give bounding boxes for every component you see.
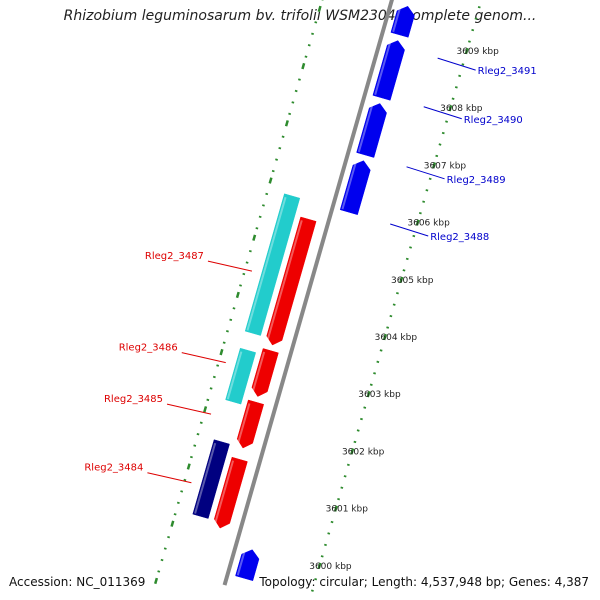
cyan-feature-box <box>244 193 301 336</box>
forward-gene-arrow <box>390 5 415 38</box>
forward-gene-arrow <box>235 549 260 582</box>
tick-mark-inner <box>301 62 306 70</box>
forward-gene-label: Rleg2_3491 <box>478 66 537 77</box>
forward-gene-leader <box>390 223 429 237</box>
scale-label: 3602 kbp <box>342 447 385 457</box>
reverse-gene-arrow <box>236 399 265 449</box>
scale-label: 3600 kbp <box>309 562 352 572</box>
reverse-gene-leader <box>166 403 212 415</box>
navy-feature-box-highlight <box>194 442 217 514</box>
scale-label: 3609 kbp <box>456 47 499 57</box>
reverse-gene-arrow <box>251 348 279 397</box>
forward-gene-arrow <box>372 40 405 101</box>
tick-mark-inner <box>317 5 322 13</box>
scale-label: 3607 kbp <box>424 161 467 171</box>
tick-mark-inner <box>252 234 257 241</box>
tick-mark-outer <box>350 448 355 455</box>
forward-gene-label: Rleg2_3488 <box>430 232 489 243</box>
tick-mark-inner <box>203 406 208 413</box>
forward-gene-label: Rleg2_3489 <box>447 175 506 186</box>
genome-summary: Topology: circular; Length: 4,537,948 bp… <box>259 575 589 589</box>
reverse-gene-arrow-highlight <box>213 460 235 526</box>
forward-gene-leader <box>437 57 476 71</box>
scale-label: 3606 kbp <box>407 219 450 229</box>
tick-mark-outer <box>399 276 404 283</box>
tick-mark-inner <box>219 348 224 356</box>
reverse-gene-arrow-highlight <box>265 220 303 343</box>
navy-feature-box <box>192 439 230 519</box>
tick-mark-outer <box>431 162 437 169</box>
tick-rings <box>154 0 481 592</box>
forward-gene-arrow-highlight <box>392 6 402 33</box>
forward-gene-arrow-highlight <box>341 161 358 210</box>
forward-gene-arrow-highlight <box>374 41 392 96</box>
reverse-gene-label: Rleg2_3484 <box>84 463 143 474</box>
forward-gene-leader <box>406 166 445 180</box>
reverse-gene-label: Rleg2_3486 <box>119 343 178 354</box>
tick-mark-outer <box>366 390 371 398</box>
scale-label: 3603 kbp <box>358 390 401 400</box>
forward-gene-arrow-highlight <box>236 550 246 576</box>
forward-gene-arrow <box>339 160 371 216</box>
tick-mark-inner <box>154 577 159 585</box>
reverse-gene-arrow-highlight <box>236 403 251 446</box>
forward-gene-arrow <box>356 103 387 158</box>
scale-label: 3605 kbp <box>391 276 434 286</box>
reverse-gene-arrow-highlight <box>251 351 266 394</box>
cyan-feature-box-highlight <box>246 196 287 331</box>
forward-gene-arrow-highlight <box>357 104 374 153</box>
scale-label: 3601 kbp <box>326 505 369 515</box>
tick-mark-outer <box>448 104 453 112</box>
forward-gene-leader <box>423 106 462 120</box>
scale-label: 3608 kbp <box>440 104 483 114</box>
backbone-line <box>222 0 394 586</box>
cyan-feature-box-highlight <box>226 351 243 400</box>
labels: 3600 kbp 3601 kbp 3602 kbp 3603 kbp 3604 kbp… <box>84 47 536 572</box>
reverse-gene-leader <box>147 472 192 484</box>
tick-mark-inner <box>235 291 240 299</box>
tick-mark-outer <box>382 333 387 341</box>
reverse-gene-label: Rleg2_3485 <box>104 394 163 405</box>
tick-mark-inner <box>186 463 191 470</box>
backbone <box>222 0 394 586</box>
forward-gene-label: Rleg2_3490 <box>464 115 523 126</box>
tick-mark-outer <box>333 505 338 512</box>
map-title: Rhizobium leguminosarum bv. trifolii WSM… <box>63 8 537 24</box>
reverse-gene-arrow <box>214 456 248 529</box>
tick-mark-outer <box>317 562 322 569</box>
features <box>192 5 415 582</box>
scale-label: 3604 kbp <box>375 333 418 343</box>
tick-mark-inner <box>268 177 273 184</box>
tick-mark-inner <box>284 120 289 127</box>
reverse-gene-label: Rleg2_3487 <box>145 251 204 262</box>
accession-label: Accession: NC_011369 <box>9 575 146 589</box>
reverse-gene-leader <box>207 260 253 272</box>
cyan-feature-box <box>225 347 257 405</box>
reverse-gene-leader <box>181 352 226 364</box>
reverse-gene-arrow <box>266 216 317 346</box>
tick-mark-outer <box>415 219 420 226</box>
tick-mark-inner <box>170 520 175 527</box>
tick-mark-outer <box>464 47 469 55</box>
